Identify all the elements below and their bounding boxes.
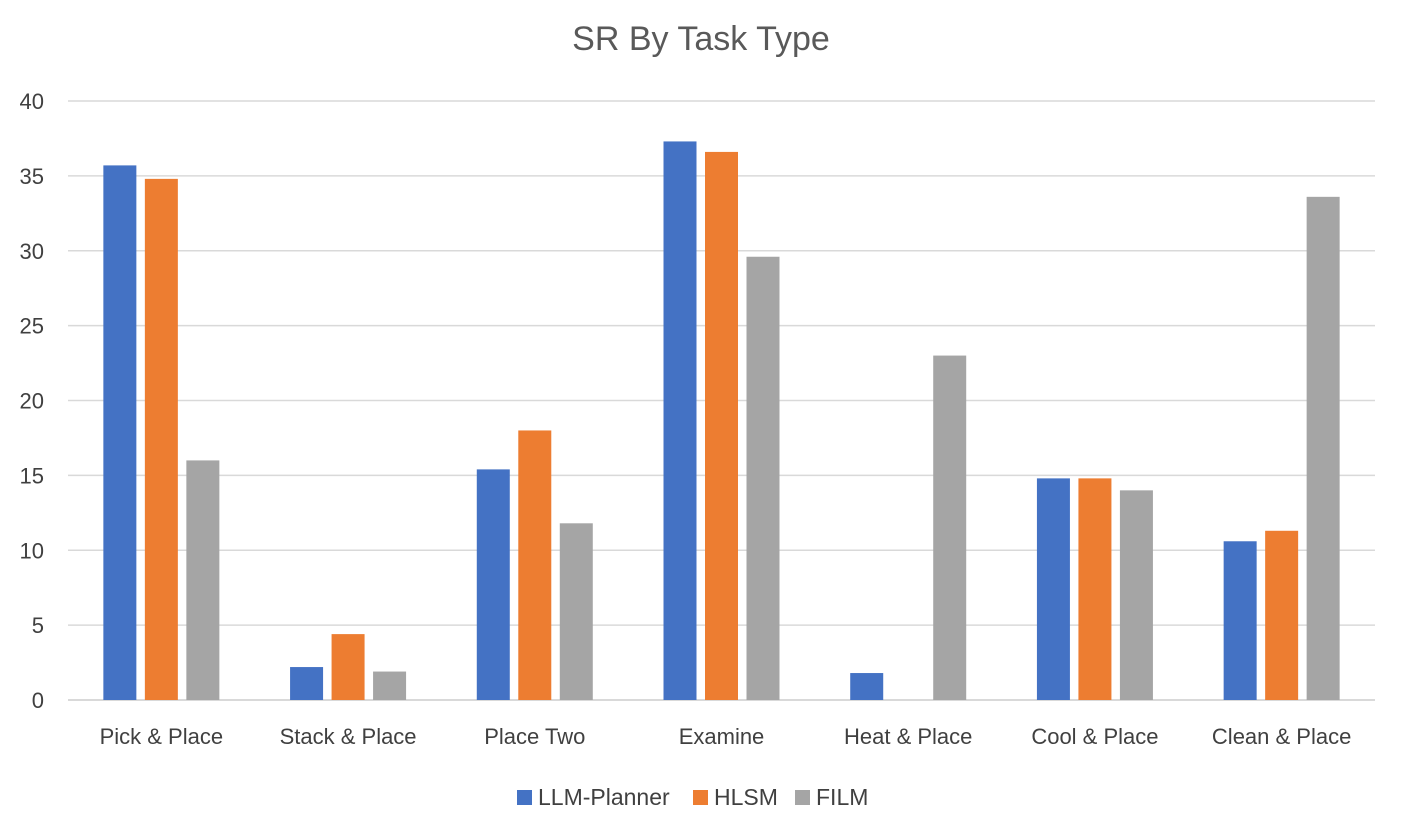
bar-film-3 <box>746 256 780 700</box>
y-tick-label: 30 <box>20 239 44 264</box>
bar-llm-planner-6 <box>1223 541 1257 700</box>
y-tick-label: 25 <box>20 314 44 339</box>
bar-hlsm-5 <box>1078 478 1112 700</box>
y-axis-ticks: 0 5 10 15 20 25 30 35 40 <box>20 89 44 713</box>
x-tick-label: Cool & Place <box>1031 724 1158 749</box>
legend-label: FILM <box>816 784 868 810</box>
bar-llm-planner-5 <box>1036 478 1070 700</box>
y-tick-label: 15 <box>20 463 44 488</box>
bar-hlsm-6 <box>1265 530 1299 700</box>
x-tick-label: Heat & Place <box>844 724 972 749</box>
bar-llm-planner-1 <box>290 667 324 700</box>
bar-film-2 <box>559 523 593 700</box>
y-tick-label: 10 <box>20 538 44 563</box>
bar-llm-planner-0 <box>103 165 137 700</box>
y-tick-label: 20 <box>20 389 44 414</box>
legend-label: HLSM <box>714 784 778 810</box>
y-tick-label: 35 <box>20 164 44 189</box>
bar-film-4 <box>933 355 967 700</box>
bar-llm-planner-4 <box>850 673 884 700</box>
bar-hlsm-1 <box>331 634 365 700</box>
bar-film-1 <box>373 671 407 700</box>
x-tick-label: Place Two <box>484 724 585 749</box>
bar-film-0 <box>186 460 220 700</box>
x-tick-label: Examine <box>679 724 765 749</box>
y-tick-label: 40 <box>20 89 44 114</box>
bar-film-5 <box>1119 490 1153 700</box>
x-axis-ticks: Pick & Place Stack & Place Place Two Examin… <box>100 724 1352 749</box>
y-tick-label: 0 <box>32 688 44 713</box>
bars <box>103 141 1340 701</box>
bar-film-6 <box>1306 196 1340 700</box>
bar-hlsm-2 <box>518 430 552 700</box>
x-tick-label: Clean & Place <box>1212 724 1351 749</box>
bar-llm-planner-2 <box>476 469 510 700</box>
x-tick-label: Pick & Place <box>100 724 224 749</box>
bar-llm-planner-3 <box>663 141 697 700</box>
bar-hlsm-0 <box>144 178 178 700</box>
legend-swatch-hlsm <box>693 790 708 805</box>
legend: LLM-Planner HLSM FILM <box>517 784 868 810</box>
y-tick-label: 5 <box>32 613 44 638</box>
x-tick-label: Stack & Place <box>280 724 417 749</box>
bar-hlsm-3 <box>705 151 738 701</box>
legend-swatch-llm-planner <box>517 790 532 805</box>
legend-swatch-film <box>795 790 810 805</box>
legend-label: LLM-Planner <box>538 784 670 810</box>
chart-title: SR By Task Type <box>572 20 830 58</box>
